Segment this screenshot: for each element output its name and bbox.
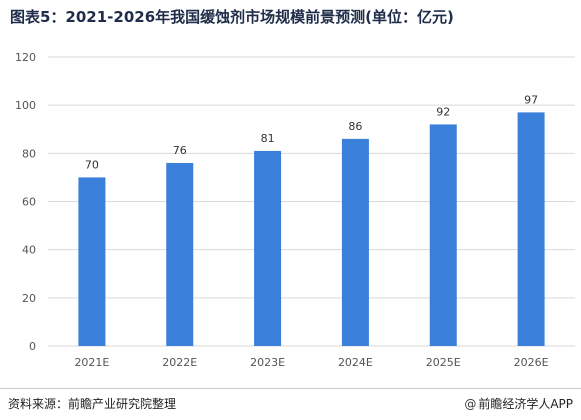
data-label: 81	[261, 132, 275, 145]
y-tick-label: 80	[22, 147, 36, 160]
x-axis-tick-labels: 2021E 2022E 2023E 2024E 2025E 2026E	[74, 356, 548, 369]
y-tick-label: 120	[15, 51, 36, 64]
bar	[341, 138, 369, 346]
bar	[429, 124, 457, 346]
data-label: 86	[348, 120, 362, 133]
brand-label: 前瞻经济学人APP	[478, 397, 573, 411]
y-tick-label: 100	[15, 99, 36, 112]
data-label: 70	[85, 158, 99, 171]
chart-title: 图表5：2021-2026年我国缓蚀剂市场规模前景预测(单位：亿元)	[10, 8, 454, 26]
data-label: 92	[436, 105, 450, 118]
bars	[78, 112, 545, 347]
y-tick-label: 60	[22, 196, 36, 209]
x-tick-label: 2025E	[426, 356, 461, 369]
y-tick-label: 0	[29, 340, 36, 353]
brand: @ 前瞻经济学人APP	[464, 395, 573, 412]
x-tick-label: 2023E	[250, 356, 285, 369]
y-axis-tick-labels: 0 20 40 60 80 100 120	[15, 51, 36, 353]
y-tick-label: 40	[22, 244, 36, 257]
x-tick-label: 2021E	[74, 356, 109, 369]
source-note: 资料来源：前瞻产业研究院整理	[8, 397, 177, 411]
data-labels: 70 76 81 86 92 97	[85, 93, 538, 171]
footer: 资料来源：前瞻产业研究院整理 @ 前瞻经济学人APP	[0, 388, 581, 420]
x-tick-label: 2022E	[162, 356, 197, 369]
data-label: 76	[173, 144, 187, 157]
x-tick-label: 2024E	[338, 356, 373, 369]
y-tick-label: 20	[22, 292, 36, 305]
bar	[517, 112, 545, 347]
bar	[166, 162, 194, 346]
x-tick-label: 2026E	[514, 356, 549, 369]
gridlines	[48, 56, 575, 347]
at-sign-icon: @	[464, 397, 477, 411]
bar	[254, 150, 282, 346]
bar	[78, 177, 106, 346]
data-label: 97	[524, 93, 538, 106]
